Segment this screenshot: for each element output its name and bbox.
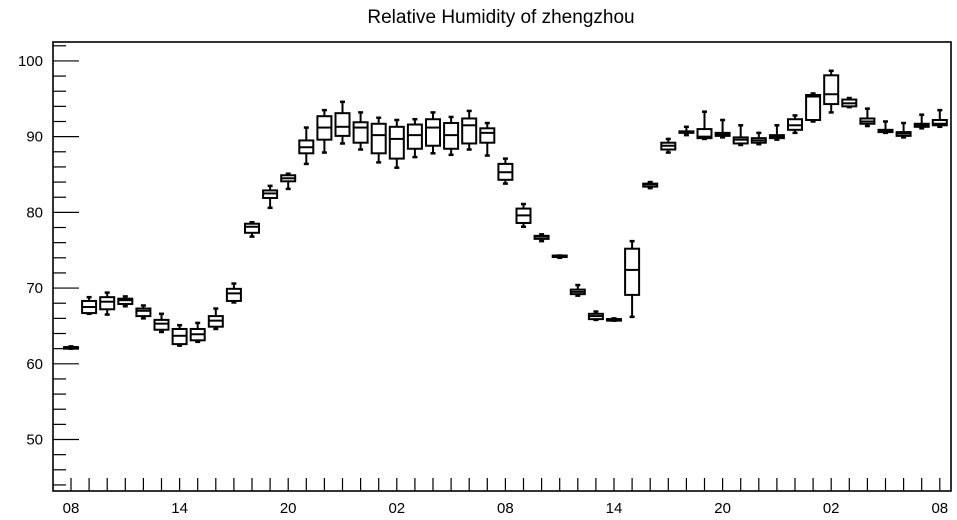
- box-series: [63, 69, 948, 350]
- box-plot: [406, 117, 423, 159]
- box-plot: [352, 111, 369, 151]
- box-plot: [81, 295, 98, 316]
- y-tick-label: 50: [26, 432, 43, 449]
- box: [352, 121, 369, 144]
- x-tick-label: 02: [388, 500, 405, 517]
- box: [479, 127, 496, 144]
- box-plot: [787, 114, 803, 135]
- box: [135, 307, 152, 318]
- box: [823, 74, 840, 106]
- box: [805, 94, 822, 121]
- box: [624, 247, 641, 296]
- box-plot: [678, 125, 695, 137]
- y-tick-label: 80: [26, 204, 43, 221]
- box: [406, 123, 423, 150]
- box: [334, 112, 351, 137]
- box-plot: [225, 282, 242, 304]
- box-plot: [443, 115, 460, 157]
- box-plot: [425, 111, 441, 155]
- x-tick-label: 20: [280, 500, 297, 517]
- box-plot: [153, 312, 170, 334]
- box-plot: [533, 233, 550, 243]
- box: [696, 128, 713, 140]
- box-plot: [877, 120, 894, 135]
- box: [99, 296, 116, 311]
- box-plot: [606, 317, 622, 322]
- box-plot: [461, 109, 478, 151]
- x-tick-label: 08: [931, 500, 948, 517]
- box-plot: [931, 108, 948, 129]
- box-plot: [714, 118, 731, 139]
- y-tick-label: 100: [18, 53, 43, 70]
- y-tick-label: 90: [26, 129, 43, 146]
- box-plot: [370, 116, 387, 164]
- box-plot: [823, 69, 840, 114]
- box-plot: [660, 137, 677, 154]
- box: [117, 297, 134, 305]
- box-plot: [388, 118, 405, 169]
- x-tick-label: 20: [714, 500, 731, 517]
- y-tick-label: 70: [26, 280, 43, 297]
- box-plot: [117, 295, 134, 308]
- x-tick-label: 14: [171, 500, 188, 517]
- box: [931, 118, 948, 127]
- box: [225, 287, 242, 302]
- box-plot: [298, 126, 315, 166]
- box-plot: [587, 310, 604, 322]
- box-plot: [207, 307, 224, 331]
- box-plot: [280, 172, 297, 191]
- x-axis: 08 14 20 02 08 14 20 02 08: [63, 478, 948, 517]
- plot-frame: [52, 41, 952, 492]
- box-plot: [768, 124, 785, 141]
- box-plot: [244, 220, 260, 238]
- chart-title: Relative Humidity of zhengzhou: [367, 7, 634, 28]
- x-tick-label: 02: [823, 500, 840, 517]
- box-plot: [479, 121, 496, 157]
- box-plot: [63, 345, 79, 350]
- box-plot: [99, 291, 116, 316]
- box-plot: [497, 157, 514, 185]
- box-plot: [624, 239, 641, 319]
- box-plot: [696, 110, 713, 141]
- box-plot: [334, 100, 351, 145]
- x-tick-label: 08: [497, 500, 514, 517]
- box-plot: [515, 202, 532, 228]
- x-tick-label: 08: [63, 500, 80, 517]
- box: [370, 122, 387, 155]
- box: [388, 125, 405, 160]
- box: [461, 117, 478, 145]
- box-plot: [859, 107, 876, 128]
- box-plot: [262, 184, 279, 210]
- y-tick-label: 60: [26, 356, 43, 373]
- box: [244, 222, 260, 234]
- box-plot: [569, 283, 586, 297]
- box-plot: [732, 124, 749, 147]
- box-plot: [551, 254, 568, 260]
- box-plot: [895, 121, 912, 139]
- box-plot: [171, 323, 188, 347]
- box-plot: [841, 96, 858, 109]
- box-plot: [135, 304, 152, 320]
- box-plot: [316, 108, 333, 154]
- box-plot: [642, 180, 659, 190]
- box: [425, 118, 441, 147]
- box-plot: [913, 113, 930, 130]
- box-plot: [750, 131, 767, 146]
- box-plot: [189, 321, 206, 344]
- box-plot: [805, 92, 822, 123]
- y-axis: 50 60 70 80 90 100: [18, 45, 79, 486]
- box: [153, 318, 170, 331]
- x-tick-label: 14: [606, 500, 623, 517]
